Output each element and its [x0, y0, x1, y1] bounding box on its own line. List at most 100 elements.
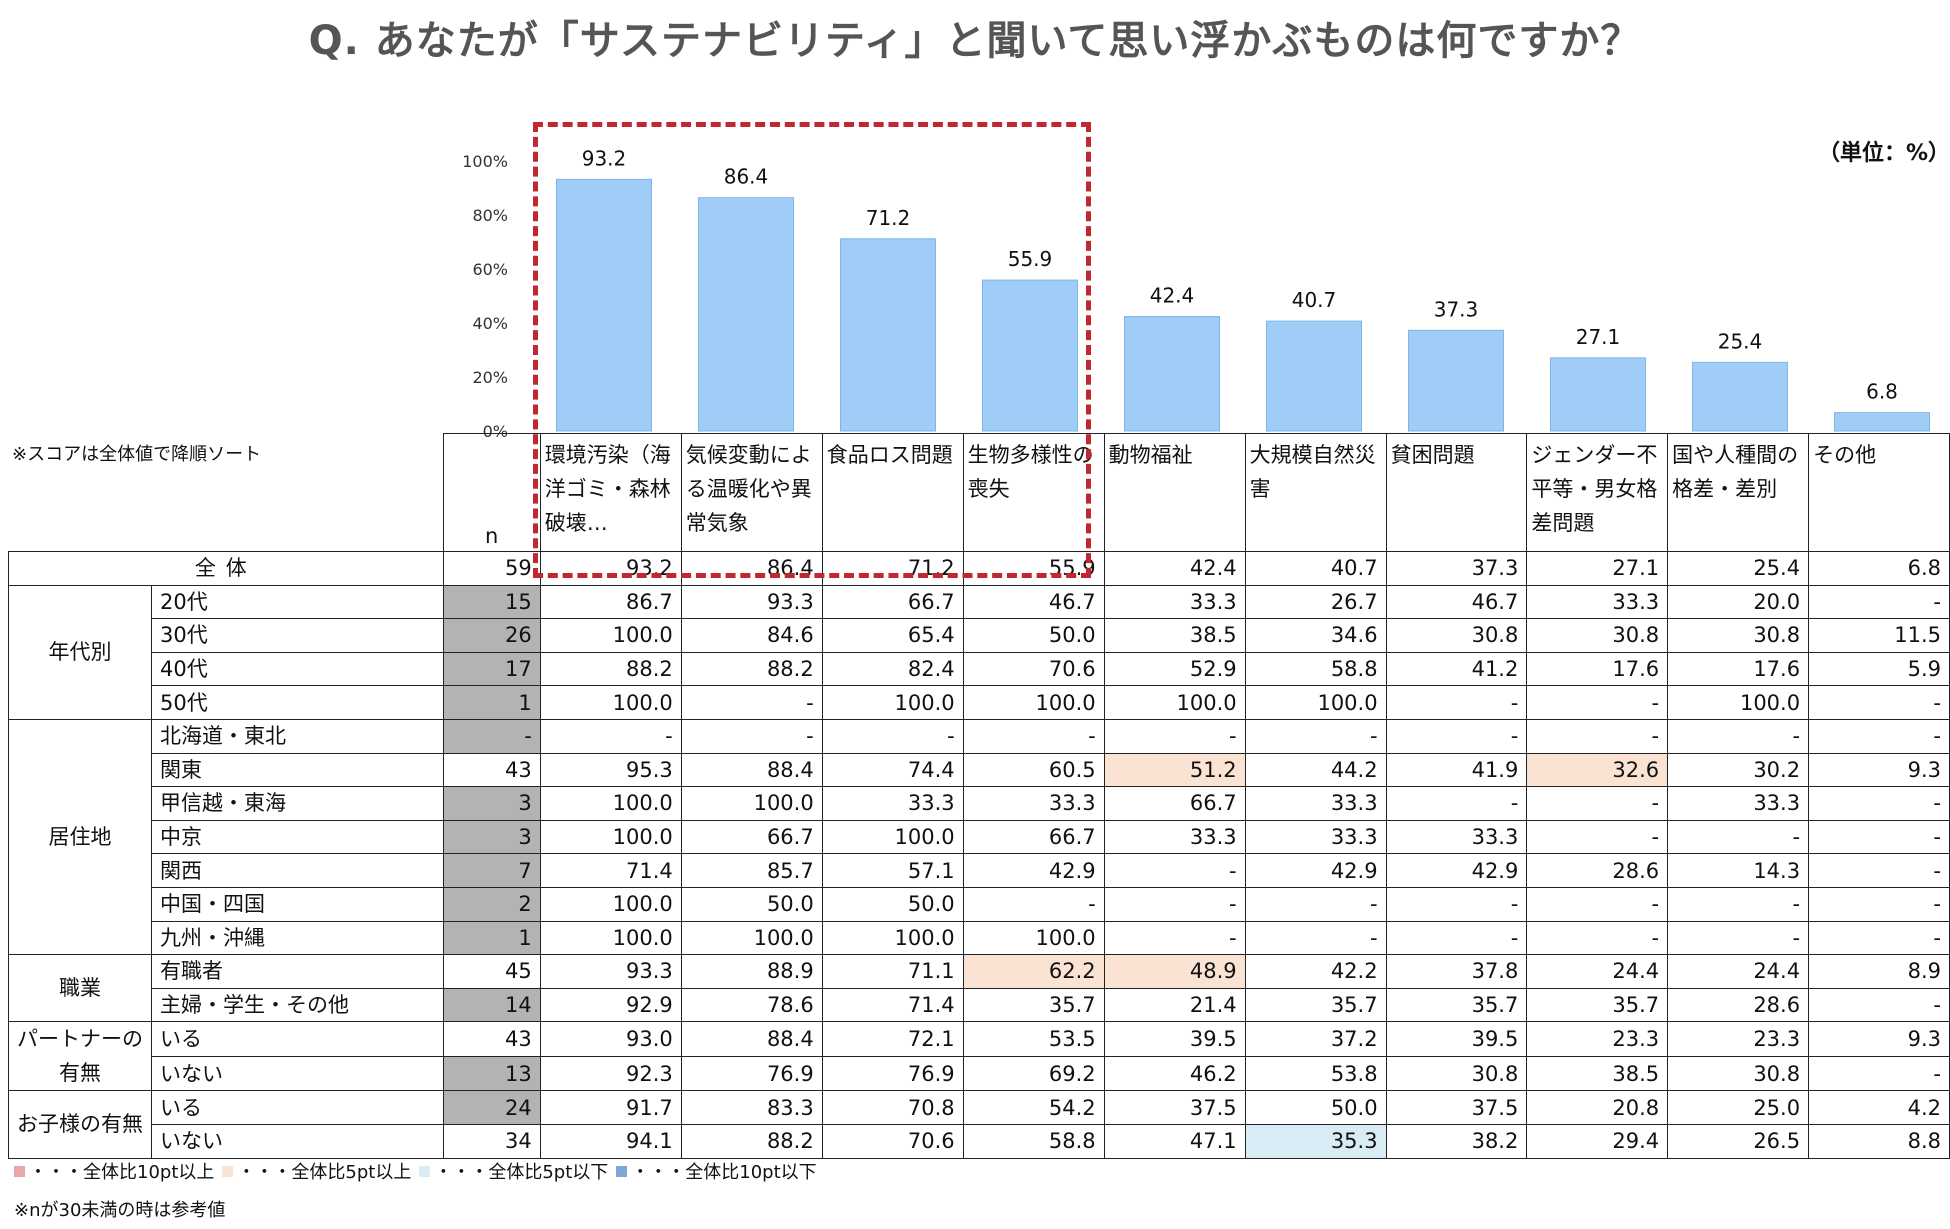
value-cell: 30.8 — [1526, 618, 1669, 653]
bar — [982, 279, 1078, 432]
legend-swatch — [419, 1165, 431, 1177]
value-cell: 32.6 — [1526, 752, 1669, 788]
value-cell: 58.8 — [962, 1123, 1105, 1159]
value-cell: 39.5 — [1103, 1021, 1246, 1057]
value-cell: 23.3 — [1526, 1021, 1669, 1057]
row-n: 3 — [442, 786, 541, 821]
value-cell: 42.9 — [1244, 853, 1387, 888]
value-cell: 42.2 — [1244, 954, 1387, 989]
value-cell: 70.6 — [962, 651, 1105, 687]
column-header: 動物福祉 — [1103, 433, 1246, 552]
value-cell: 100.0 — [539, 886, 682, 922]
table-row: 主婦・学生・その他 14 92.9 78.6 71.4 35.7 21.4 35.7 35.7 3… — [9, 987, 1950, 1023]
value-cell: - — [821, 718, 964, 754]
row-label: いない — [151, 1123, 444, 1159]
legend-item: ・・・全体比5pt以下 — [419, 1158, 608, 1184]
value-cell: 53.8 — [1244, 1055, 1387, 1092]
value-cell: 9.3 — [1808, 1021, 1950, 1057]
value-cell: - — [1385, 920, 1528, 956]
value-cell: 95.3 — [539, 752, 682, 788]
bar — [1692, 361, 1788, 432]
row-label: 九州・沖縄 — [151, 920, 444, 956]
value-cell: 39.5 — [1385, 1021, 1528, 1057]
value-cell: 51.2 — [1103, 752, 1246, 788]
value-cell: 71.4 — [539, 853, 682, 888]
row-n: 43 — [442, 752, 541, 788]
value-cell: - — [1103, 920, 1246, 956]
row-n: 17 — [442, 651, 541, 687]
y-tick-label: 100% — [462, 152, 508, 171]
row-n: 3 — [442, 819, 541, 855]
row-label: 関西 — [151, 853, 444, 888]
value-cell: 100.0 — [539, 618, 682, 653]
total-n: 59 — [442, 551, 541, 586]
column-header: 食品ロス問題 — [821, 433, 964, 552]
legend-item: ・・・全体比5pt以上 — [222, 1158, 411, 1184]
value-cell: 48.9 — [1103, 954, 1246, 989]
column-header: ジェンダー不平等・男女格差問題 — [1526, 433, 1669, 552]
value-cell: 4.2 — [1808, 1090, 1950, 1125]
value-cell: - — [1244, 718, 1387, 754]
bar — [556, 178, 652, 432]
column-header-text: 動物福祉 — [1108, 443, 1193, 467]
table-row: 関東 43 95.3 88.4 74.4 60.5 51.2 44.2 41.9 32.6 30.2… — [9, 752, 1950, 788]
crosstab-table-wrapper: n 環境汚染（海洋ゴミ・森林破壊… 気候変動による温暖化や異常気象 食品ロス問題 生物多… — [8, 433, 1950, 1159]
header-n-label: n — [442, 433, 541, 552]
row-n: 43 — [442, 1021, 541, 1057]
row-label: 北海道・東北 — [151, 718, 444, 754]
row-label: いる — [151, 1021, 444, 1057]
total-value-cell: 27.1 — [1526, 551, 1669, 586]
legend-item: ・・・全体比10pt以下 — [616, 1158, 817, 1184]
group-label: 職業 — [8, 954, 152, 1023]
table-row: いない 34 94.1 88.2 70.6 58.8 47.1 35.3 38.2 29.4 26.… — [9, 1123, 1950, 1159]
row-label: 関東 — [151, 752, 444, 788]
value-cell: 41.2 — [1385, 651, 1528, 687]
value-cell: - — [1526, 886, 1669, 922]
table-row: 職業 有職者 45 93.3 88.9 71.1 62.2 48.9 42.2 37.8 24.4 2… — [8, 954, 1950, 1023]
total-row-label: 全体 — [8, 551, 444, 586]
row-n: 45 — [442, 954, 541, 989]
total-value-cell: 86.4 — [680, 551, 823, 586]
value-cell: 70.6 — [821, 1123, 964, 1159]
value-cell: - — [1667, 819, 1810, 855]
value-cell: 93.0 — [539, 1021, 682, 1057]
bar-value-label: 27.1 — [1576, 325, 1621, 349]
page-title: Q. あなたが「サステナビリティ」と聞いて思い浮かぶものは何ですか？ — [308, 18, 1642, 64]
value-cell: 100.0 — [680, 786, 823, 821]
value-cell: 37.5 — [1385, 1090, 1528, 1125]
value-cell: 53.5 — [962, 1021, 1105, 1057]
row-n: 26 — [442, 618, 541, 653]
value-cell: 35.7 — [1385, 987, 1528, 1023]
value-cell: - — [1385, 685, 1528, 720]
bar — [1266, 320, 1362, 432]
bar — [698, 197, 794, 432]
unit-label: （単位：%） — [1818, 141, 1950, 166]
value-cell: 66.7 — [962, 819, 1105, 855]
value-cell: 26.5 — [1667, 1123, 1810, 1159]
value-cell: 50.0 — [821, 886, 964, 922]
group-label: パートナーの有無 — [8, 1021, 152, 1092]
column-header-text: その他 — [1813, 443, 1877, 467]
legend-item: ・・・全体比10pt以上 — [14, 1158, 214, 1184]
value-cell: 88.2 — [680, 651, 823, 687]
value-cell: 34.6 — [1244, 618, 1387, 653]
value-cell: 66.7 — [1103, 786, 1246, 821]
value-cell: 74.4 — [821, 752, 964, 788]
value-cell: 66.7 — [680, 819, 823, 855]
value-cell: - — [962, 718, 1105, 754]
y-tick-label: 80% — [472, 206, 508, 225]
column-header: 国や人種間の格差・差別 — [1667, 433, 1810, 552]
value-cell: 37.2 — [1244, 1021, 1387, 1057]
bar-value-label: 42.4 — [1150, 284, 1195, 308]
value-cell: 50.0 — [1244, 1090, 1387, 1125]
table-row: 甲信越・東海 3 100.0 100.0 33.3 33.3 66.7 33.3- -33.3- — [9, 786, 1950, 821]
value-cell: 33.3 — [1244, 819, 1387, 855]
table-row: いない 13 92.3 76.9 76.9 69.2 46.2 53.8 30.8 38.5 30.… — [9, 1055, 1950, 1092]
y-tick-label: 20% — [472, 368, 508, 387]
value-cell: 85.7 — [680, 853, 823, 888]
value-cell: 100.0 — [821, 819, 964, 855]
value-cell: 33.3 — [1244, 786, 1387, 821]
value-cell: 100.0 — [1244, 685, 1387, 720]
column-header: 生物多様性の喪失 — [962, 433, 1105, 552]
value-cell: 30.2 — [1667, 752, 1810, 788]
